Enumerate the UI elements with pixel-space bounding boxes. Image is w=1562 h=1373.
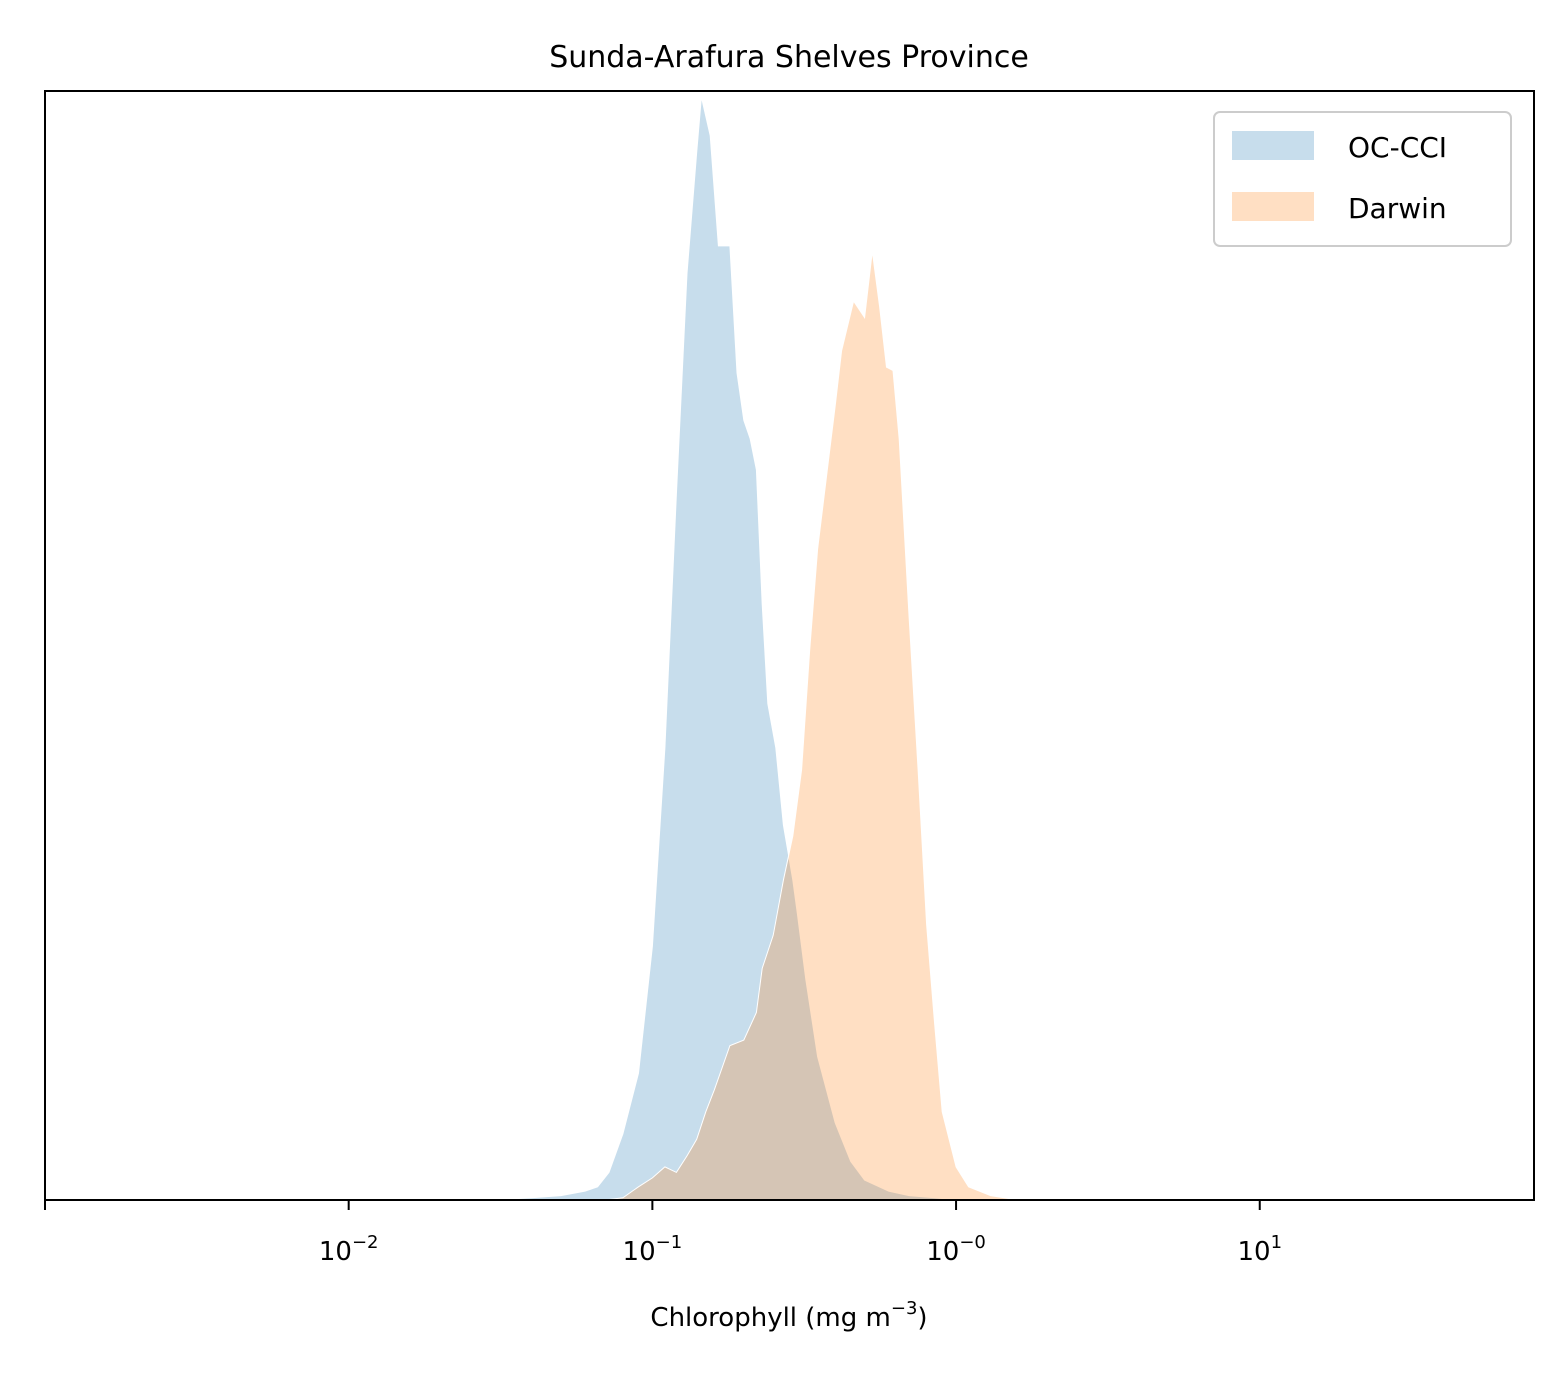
x-axis-ticks: 10−2 10−1 10−0 101: [44, 1200, 1282, 1267]
plot-frame: [44, 90, 1535, 1201]
x-tick-label: 10−0: [926, 1232, 986, 1267]
legend-swatch-oc-cci: [1232, 131, 1314, 160]
x-axis-label: Chlorophyll (mg m−3): [650, 1298, 927, 1333]
series-layer: [493, 96, 1019, 1201]
x-tick-label: 10−2: [319, 1232, 379, 1267]
legend-swatch-darwin: [1232, 192, 1314, 221]
series-area-darwin: [605, 251, 1019, 1201]
x-axis-label-close: ): [917, 1303, 927, 1333]
legend-box: [1213, 111, 1512, 247]
x-axis-label-main: Chlorophyll (mg m: [650, 1303, 890, 1333]
chart-title: Sunda-Arafura Shelves Province: [549, 40, 1029, 75]
legend-label-oc-cci: OC-CCI: [1348, 131, 1447, 164]
series-area-oc-cci: [493, 96, 957, 1201]
x-tick-label: 101: [1237, 1232, 1282, 1267]
x-tick-label: 10−1: [623, 1232, 683, 1267]
x-axis-label-superscript: −3: [891, 1298, 918, 1319]
legend-label-darwin: Darwin: [1348, 192, 1447, 225]
legend: OC-CCI Darwin: [1213, 111, 1512, 247]
